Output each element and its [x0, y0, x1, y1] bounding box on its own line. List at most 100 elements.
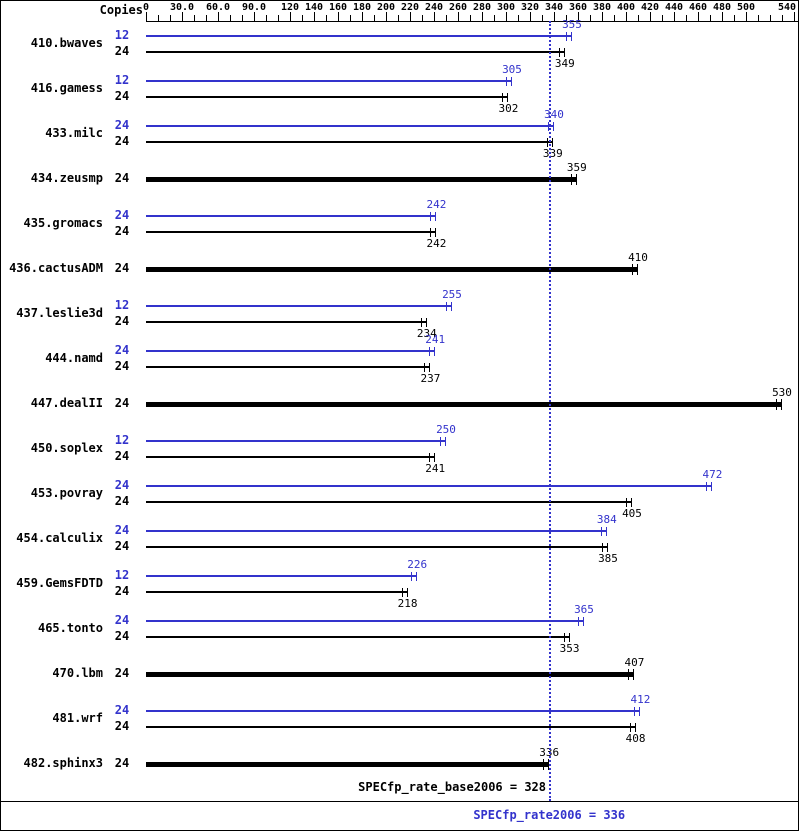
- bar-end-cap: [420, 317, 422, 327]
- axis-major-tick: [182, 12, 183, 21]
- benchmark-name: 436.cactusADM: [9, 261, 103, 275]
- bar-end-cap: [451, 301, 452, 311]
- copies-value: 24: [114, 171, 130, 185]
- bar-end-cap: [600, 526, 602, 536]
- axis-tick-label: 340: [544, 2, 564, 13]
- axis-minor-tick: [170, 15, 171, 21]
- axis-tick-label: 220: [400, 2, 420, 13]
- bar-value-label: 353: [559, 642, 580, 655]
- axis-major-tick: [482, 12, 483, 21]
- bar-end-cap: [543, 758, 545, 770]
- result-bar: [146, 671, 635, 677]
- bar-end-cap: [548, 121, 549, 131]
- result-bar: [146, 125, 554, 127]
- bar-value-label: 218: [397, 597, 418, 610]
- axis-tick-label: 320: [520, 2, 540, 13]
- bar-value-label: 241: [425, 333, 446, 346]
- axis-major-tick: [338, 12, 339, 21]
- axis-minor-tick: [470, 15, 471, 21]
- copies-value: 24: [114, 44, 130, 58]
- copies-value: 24: [114, 343, 130, 357]
- benchmark-name: 410.bwaves: [30, 36, 103, 50]
- axis-minor-tick: [614, 15, 615, 21]
- bar-value-label: 349: [554, 57, 575, 70]
- bar-end-cap: [401, 587, 403, 597]
- axis-minor-tick: [242, 15, 243, 21]
- axis-major-tick: [554, 12, 555, 21]
- axis-minor-tick: [758, 15, 759, 21]
- bar-value-label: 408: [625, 732, 646, 745]
- copies-value: 12: [114, 433, 130, 447]
- copies-value: 24: [114, 208, 130, 222]
- bar-end-cap: [607, 542, 608, 552]
- axis-major-tick: [146, 12, 147, 21]
- bar-end-cap: [566, 31, 567, 41]
- axis-minor-tick: [686, 15, 687, 21]
- result-bar: [146, 305, 452, 307]
- benchmark-name: 465.tonto: [37, 621, 103, 635]
- axis-tick-label: 460: [688, 2, 708, 13]
- bar-value-label: 385: [598, 552, 618, 565]
- axis-major-tick: [218, 12, 219, 21]
- axis-tick-label: 180: [352, 2, 372, 13]
- bar-end-cap: [605, 526, 607, 536]
- bar-end-cap: [631, 497, 632, 507]
- copies-value: 24: [114, 89, 130, 103]
- axis-tick-label: 260: [448, 2, 468, 13]
- bar-end-cap: [548, 758, 550, 770]
- axis-tick-label: 360: [568, 2, 588, 13]
- axis-minor-tick: [770, 15, 771, 21]
- bar-end-cap: [445, 436, 446, 446]
- bar-value-label: 407: [624, 656, 645, 669]
- axis-minor-tick: [518, 15, 519, 21]
- result-bar: [146, 591, 408, 593]
- axis-minor-tick: [350, 15, 351, 21]
- bar-end-cap: [434, 452, 436, 462]
- bar-value-label: 226: [407, 558, 428, 571]
- copies-value: 24: [114, 613, 130, 627]
- axis-major-tick: [434, 12, 435, 21]
- result-bar: [146, 620, 584, 622]
- copies-value: 24: [114, 666, 130, 680]
- bar-value-label: 410: [628, 251, 648, 264]
- bar-end-cap: [571, 31, 572, 41]
- result-bar: [146, 350, 436, 352]
- benchmark-name: 470.lbm: [52, 666, 103, 680]
- result-bar: [146, 176, 577, 182]
- bar-value-label: 339: [542, 147, 563, 160]
- axis-minor-tick: [446, 15, 447, 21]
- bar-end-cap: [406, 587, 408, 597]
- bar-value-label: 355: [562, 18, 582, 31]
- result-bar: [146, 636, 570, 638]
- axis-minor-tick: [374, 15, 375, 21]
- bar-end-cap: [602, 542, 603, 552]
- benchmark-name: 437.leslie3d: [16, 306, 103, 320]
- axis-tick-label: 280: [472, 2, 492, 13]
- bar-value-label: 305: [502, 63, 522, 76]
- bar-value-label: 234: [416, 327, 437, 340]
- bar-end-cap: [628, 668, 630, 680]
- copies-value: 24: [114, 523, 130, 537]
- result-bar: [146, 35, 572, 37]
- bar-value-label: 384: [596, 513, 617, 526]
- bar-value-label: 255: [442, 288, 462, 301]
- bar-end-cap: [435, 227, 437, 237]
- copies-value: 24: [114, 314, 130, 328]
- benchmark-name: 416.gamess: [30, 81, 103, 95]
- benchmark-name: 453.povray: [30, 486, 103, 500]
- axis-tick-label: 300: [496, 2, 516, 13]
- axis-major-tick: [722, 12, 723, 21]
- axis-tick-label: 0: [142, 2, 150, 13]
- axis-major-tick: [602, 12, 603, 21]
- bar-end-cap: [425, 317, 427, 327]
- axis-major-tick: [626, 12, 627, 21]
- copies-value: 24: [114, 118, 130, 132]
- copies-value: 24: [114, 703, 130, 717]
- axis-major-tick: [530, 12, 531, 21]
- bar-value-label: 237: [420, 372, 441, 385]
- bar-end-cap: [634, 722, 636, 732]
- bar-end-cap: [434, 346, 436, 356]
- benchmark-name: 444.namd: [45, 351, 103, 365]
- result-bar: [146, 80, 512, 82]
- copies-value: 24: [114, 261, 130, 275]
